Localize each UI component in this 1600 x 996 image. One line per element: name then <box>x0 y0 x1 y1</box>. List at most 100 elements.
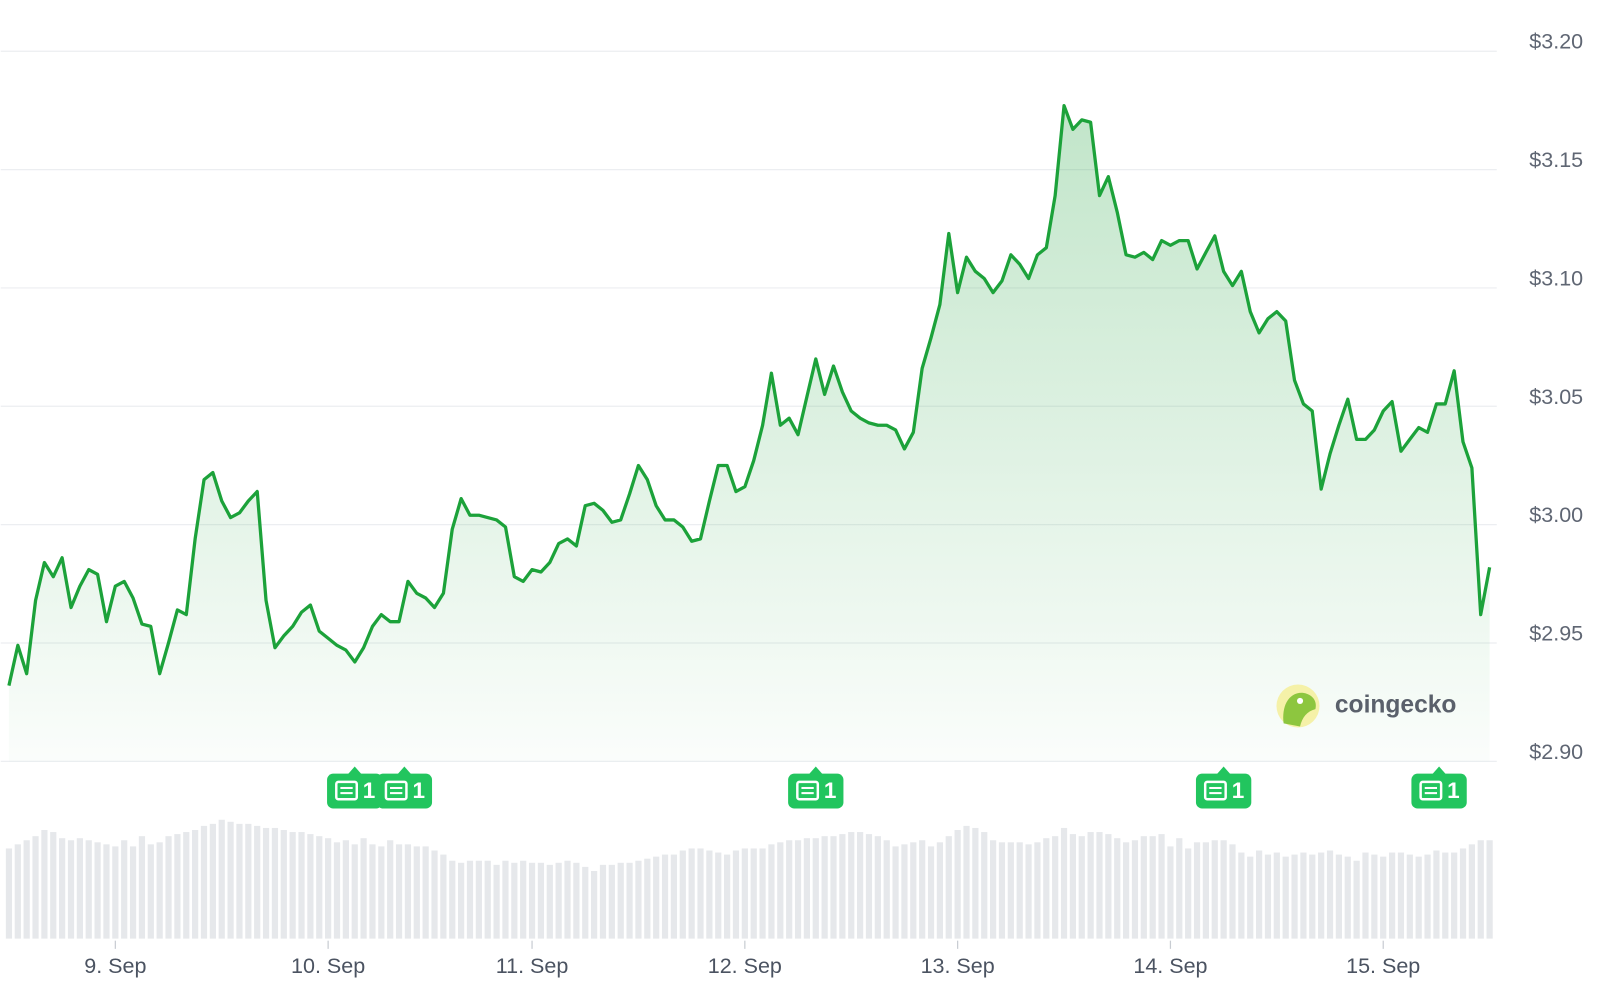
volume-bar <box>1309 854 1316 939</box>
volume-bar <box>626 862 633 939</box>
volume-bar <box>165 836 172 939</box>
volume-bar <box>661 854 669 939</box>
news-badge[interactable]: 1 <box>1411 766 1467 809</box>
volume-bar <box>945 836 952 939</box>
volume-bar <box>351 844 358 939</box>
volume-bar <box>520 860 527 939</box>
badge-icon <box>384 780 408 801</box>
volume-bar <box>1468 844 1475 939</box>
volume-bar <box>1380 856 1387 939</box>
volume-bar <box>546 864 553 939</box>
volume-bar <box>1353 860 1360 939</box>
volume-bar <box>617 862 624 939</box>
volume-bar <box>910 842 917 939</box>
news-badge[interactable]: 1 <box>788 766 844 809</box>
volume-bar <box>121 840 128 939</box>
volume-bar <box>989 840 997 939</box>
volume-bar <box>786 840 793 939</box>
volume-bar <box>1034 842 1041 939</box>
volume-bar <box>1096 832 1103 939</box>
volume-bar <box>1433 850 1440 939</box>
volume-bar <box>1043 838 1050 939</box>
volume-bar <box>573 862 580 939</box>
volume-bar <box>475 860 482 939</box>
volume-bar <box>1415 856 1422 939</box>
volume-bar <box>644 858 651 939</box>
volume-bar <box>1406 854 1413 939</box>
volume-bar <box>1140 836 1147 939</box>
volume-bar <box>103 844 110 939</box>
volume-bar <box>1176 838 1183 939</box>
volume-bar <box>129 846 137 939</box>
volume-bar <box>821 836 828 939</box>
volume-bar <box>1229 844 1236 939</box>
volume-bar <box>919 840 926 939</box>
volume-bar <box>927 846 935 939</box>
news-badge[interactable]: 1 <box>327 766 383 809</box>
badge-icon <box>1419 780 1443 801</box>
y-tick-label: $3.15 <box>1529 148 1583 172</box>
volume-bar <box>963 825 970 939</box>
volume-bar <box>1238 852 1245 939</box>
volume-bar <box>1247 856 1254 939</box>
volume-bar <box>236 823 243 939</box>
volume-bar <box>5 848 13 939</box>
volume-bar <box>413 846 420 939</box>
volume-bar <box>564 860 571 939</box>
volume-bar <box>1052 836 1059 939</box>
volume-bar <box>1486 840 1493 939</box>
volume-bar <box>404 844 412 939</box>
volume-bar <box>138 836 146 939</box>
volume-bar <box>245 823 252 939</box>
volume-bar <box>85 840 92 939</box>
volume-bar <box>608 864 615 939</box>
volume-bar <box>1326 850 1334 939</box>
volume-bar <box>502 860 509 939</box>
logo-gecko <box>1283 692 1316 727</box>
volume-bar <box>1264 854 1272 939</box>
watermark-text: coingecko <box>1335 692 1457 719</box>
y-tick-label: $2.90 <box>1529 740 1583 764</box>
volume-bar <box>715 852 722 939</box>
logo-eye <box>1296 697 1304 704</box>
volume-bar <box>200 825 208 939</box>
volume-bar <box>635 860 642 939</box>
volume-bar <box>1202 842 1209 939</box>
badge-pointer <box>1216 766 1231 775</box>
y-tick-label: $3.20 <box>1529 30 1583 54</box>
volume-bar <box>1060 827 1068 939</box>
volume-bar <box>848 832 855 939</box>
volume-bar <box>395 844 403 939</box>
volume-bar <box>1114 838 1121 939</box>
volume-bar <box>857 832 864 939</box>
volume-bar <box>1069 834 1077 939</box>
volume-bar <box>466 860 474 939</box>
volume-bar <box>1122 842 1130 939</box>
x-tick-label: 12. Sep <box>708 954 782 978</box>
volume-bar <box>865 834 873 939</box>
volume-bar <box>670 854 678 939</box>
y-tick-label: $3.00 <box>1529 503 1583 527</box>
volume-bar <box>768 844 775 939</box>
badge-count: 1 <box>363 778 376 803</box>
volume-bar <box>183 832 190 939</box>
volume-bar <box>528 862 536 939</box>
volume-bar <box>1388 852 1396 939</box>
news-badge[interactable]: 1 <box>1195 766 1252 809</box>
x-tick-label: 13. Sep <box>921 954 995 978</box>
volume-bar <box>972 827 979 939</box>
badge-icon <box>796 780 820 801</box>
volume-bar <box>440 854 447 939</box>
news-badge[interactable]: 1 <box>376 766 433 809</box>
volume-bar <box>599 864 607 939</box>
volume-bar <box>484 860 491 939</box>
volume-bar <box>1442 852 1449 939</box>
volume-bar <box>794 840 802 939</box>
x-tick-label: 10. Sep <box>291 954 365 978</box>
volume-bar <box>1185 848 1192 939</box>
price-line <box>7 104 1492 686</box>
volume-bar <box>1158 834 1165 939</box>
volume-bar <box>582 866 589 939</box>
volume-bar <box>387 840 394 939</box>
volume-bar <box>1477 840 1484 939</box>
